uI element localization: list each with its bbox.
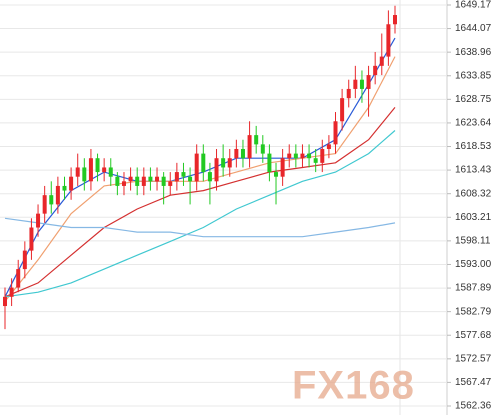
candle-body [240,148,245,159]
y-tick-label: 1613.43 [455,165,492,176]
y-tick-label: 1587.89 [455,283,492,294]
candle-body [214,158,219,182]
candle-body [333,121,338,145]
candle-body [194,153,199,182]
candle-body [280,158,285,177]
y-tick-label: 1633.85 [455,70,492,81]
candle-body [313,158,318,163]
candle-body [42,195,47,214]
candle-body [174,172,179,182]
y-tick-label: 1628.75 [455,94,492,105]
watermark: FX168 [292,364,415,408]
y-tick-label: 1593.00 [455,259,492,270]
y-tick-label: 1649.17 [455,0,492,11]
candle-body [22,250,27,270]
candle-body [201,153,206,173]
candle-body [168,181,173,186]
y-tick-label: 1572.57 [455,353,492,364]
y-tick-label: 1608.32 [455,188,492,199]
candle-body [49,195,54,205]
y-tick-label: 1598.11 [455,236,491,247]
y-tick-label: 1567.47 [455,377,492,388]
candle-body [62,185,67,191]
candle-body [234,148,239,159]
moving-average [4,217,396,238]
candle-body [82,167,87,182]
candle-body [366,75,371,89]
candle-body [121,181,126,186]
candle-body [221,158,226,168]
candle-body [9,287,14,297]
candle-body [102,167,107,173]
moving-average [4,37,396,298]
y-tick-label: 1638.96 [455,47,492,58]
candle-body [55,185,60,205]
candle-body [274,172,279,177]
candle-body [326,144,331,149]
y-tick-label: 1603.21 [455,212,492,223]
candle-body [386,24,391,57]
candle-body [69,176,74,191]
y-tick-label: 1582.79 [455,306,492,317]
y-tick-label: 1618.53 [455,141,492,152]
y-tick-label: 1577.68 [455,330,492,341]
candle-body [227,158,232,168]
candle-body [320,148,325,163]
candle-body [300,153,305,159]
candle-body [393,15,397,25]
candle-body [267,153,272,173]
candle-body [108,167,113,177]
candle-body [29,227,34,251]
candle-body [135,176,140,186]
candle-body [379,56,384,66]
candle-body [359,79,364,89]
candle-body [75,167,80,177]
candle-body [128,176,133,182]
candle-body [340,98,345,122]
y-tick-label: 1644.07 [455,23,492,34]
candle-body [247,135,252,159]
candle-body [36,213,41,228]
candle-body [346,88,351,99]
candle-body [293,153,298,159]
y-tick-label: 1623.64 [455,118,492,129]
candle-body [148,176,153,182]
candle-body [88,158,93,182]
moving-average [4,130,396,298]
y-tick-label: 1562.36 [455,401,492,412]
candle-body [188,176,193,182]
candle-body [287,153,292,159]
candle-body [207,172,212,182]
candle-body [260,144,265,154]
candle-body [16,269,21,288]
candle-body [155,176,160,182]
candle-body [307,153,312,159]
candle-body [254,135,259,145]
candle-body [95,158,100,173]
candle-body [141,176,146,186]
candle-body [161,176,166,186]
candle-body [373,65,378,76]
candle-body [3,296,7,307]
moving-average [4,107,396,298]
candle-body [181,172,186,177]
candle-body [353,79,358,89]
candle-body [115,176,120,186]
